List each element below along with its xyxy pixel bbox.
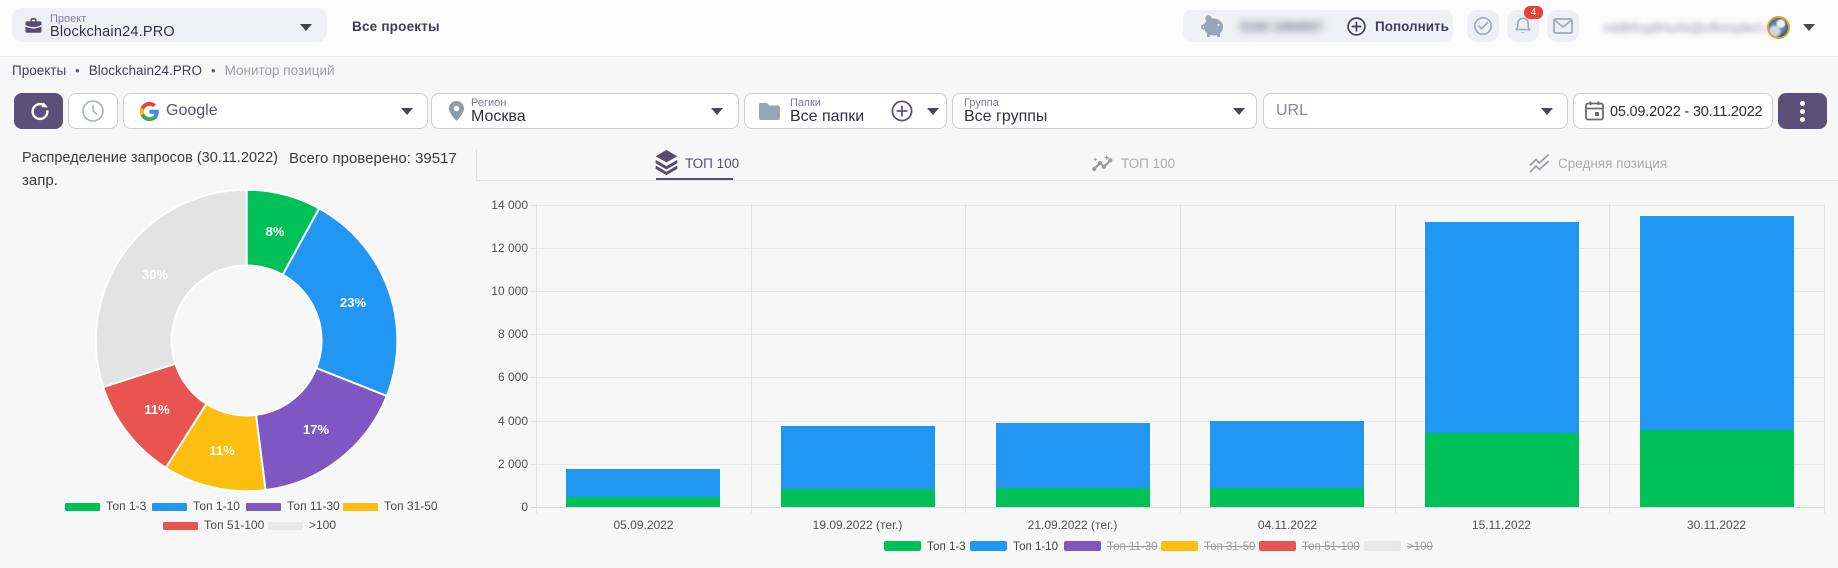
svg-text:30%: 30% (142, 267, 168, 282)
svg-text:8%: 8% (266, 224, 285, 239)
svg-text:11%: 11% (209, 443, 235, 458)
svg-text:23%: 23% (340, 295, 366, 310)
svg-text:11%: 11% (144, 402, 170, 417)
svg-text:17%: 17% (303, 422, 329, 437)
